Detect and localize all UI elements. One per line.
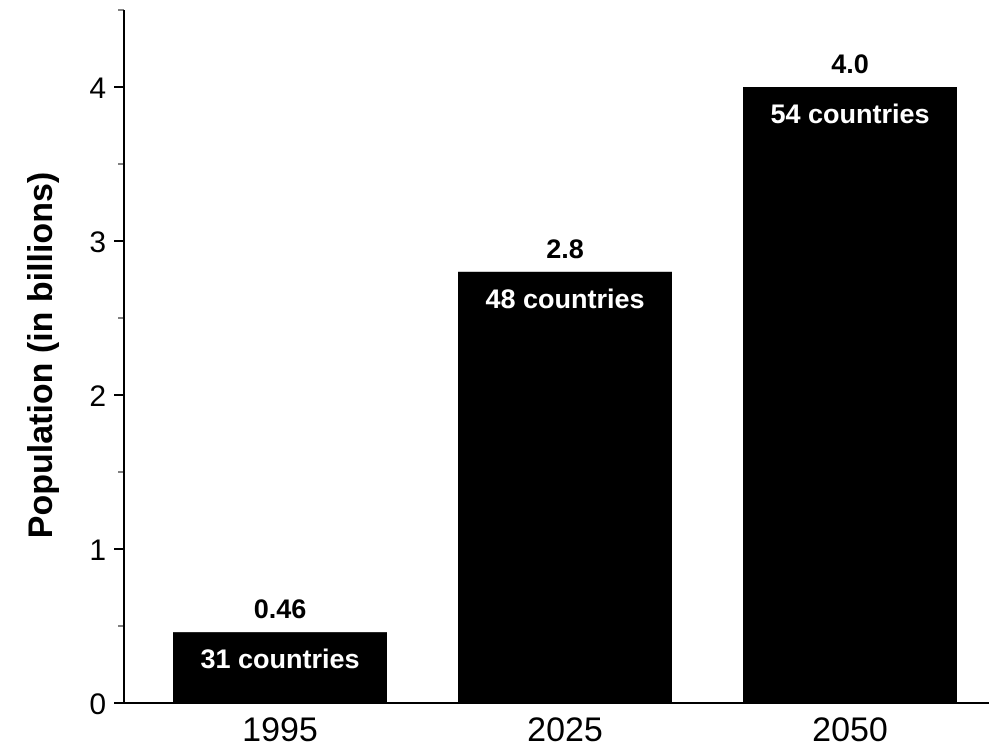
y-tick-label: 0 bbox=[89, 688, 106, 721]
y-axis-label-group: Population (in billions) bbox=[22, 172, 60, 538]
y-tick-label: 2 bbox=[89, 380, 106, 413]
bar-annotation-2050: 54 countries bbox=[770, 99, 929, 129]
x-axis-tick-labels: 1995 2025 2050 bbox=[242, 711, 888, 745]
bars: 0.46 31 countries 2.8 48 countries 4.0 54 cou… bbox=[173, 49, 957, 703]
y-axis-ticks: 0 1 2 3 4 bbox=[89, 9, 124, 721]
bar-2050 bbox=[743, 87, 957, 703]
bar-2025 bbox=[458, 271, 672, 703]
bar-1995 bbox=[173, 632, 387, 703]
value-label-2050: 4.0 bbox=[831, 49, 869, 79]
x-tick-label-1995: 1995 bbox=[242, 711, 318, 745]
value-label-1995: 0.46 bbox=[254, 594, 307, 624]
y-tick-label: 3 bbox=[89, 226, 106, 259]
bar-annotation-2025: 48 countries bbox=[485, 284, 644, 314]
x-tick-label-2025: 2025 bbox=[527, 711, 603, 745]
value-label-2025: 2.8 bbox=[546, 234, 584, 264]
x-tick-label-2050: 2050 bbox=[812, 711, 888, 745]
y-tick-label: 1 bbox=[89, 534, 106, 567]
y-tick-label: 4 bbox=[89, 72, 106, 105]
y-axis-label: Population (in billions) bbox=[22, 172, 60, 538]
bar-annotation-1995: 31 countries bbox=[200, 644, 359, 674]
